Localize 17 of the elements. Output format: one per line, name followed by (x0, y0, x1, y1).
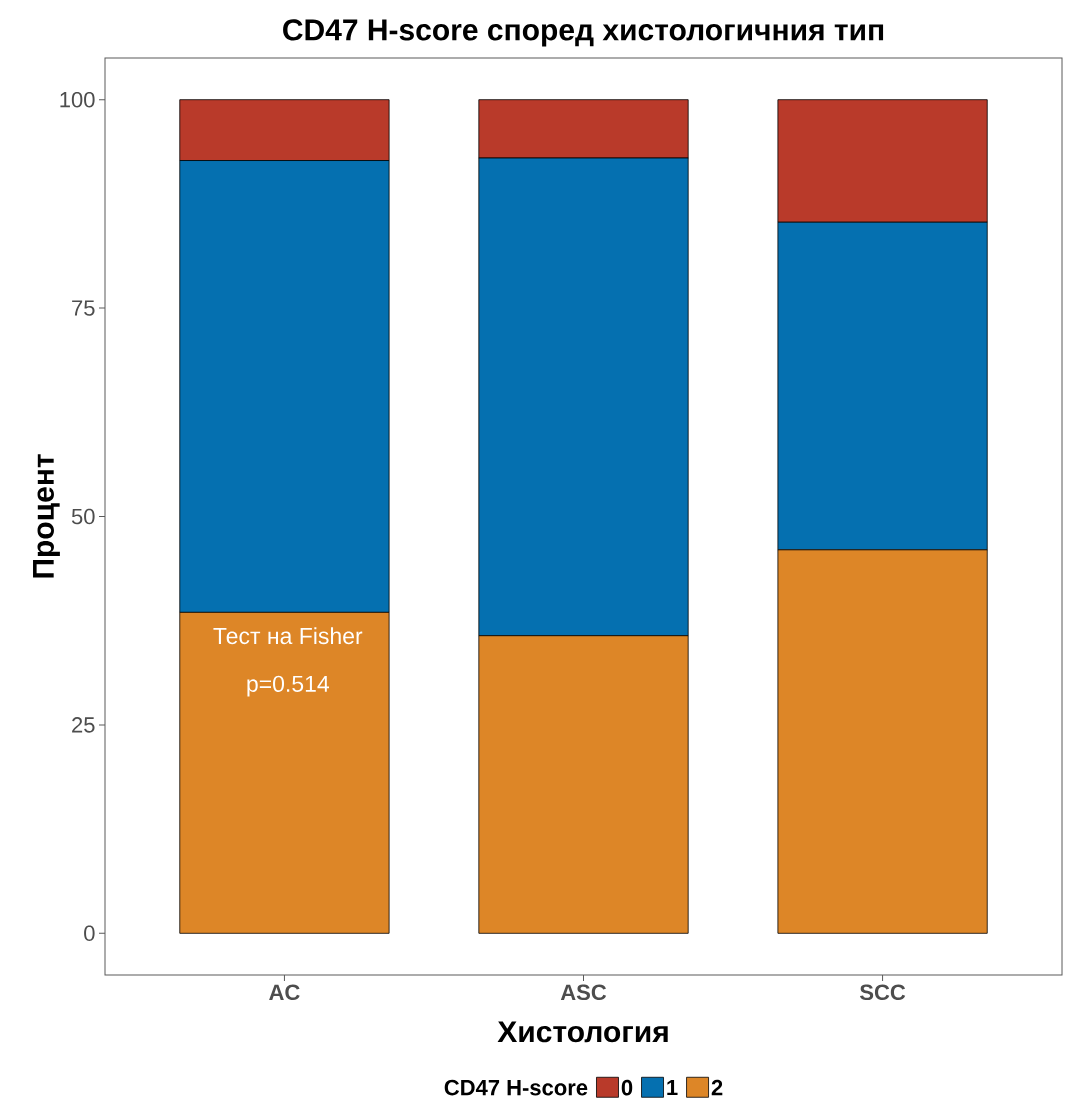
y-axis-title: Процент (33, 454, 60, 578)
y-tick-label: 50 (71, 508, 95, 525)
x-axis-title: Хистология (497, 1021, 668, 1043)
legend-label: 2 (711, 1079, 723, 1096)
legend-label: 0 (621, 1079, 633, 1096)
annotation: p=0.514 (247, 675, 330, 697)
legend-title: CD47 H-score (444, 1079, 588, 1096)
chart-title: CD47 H-score според хистологичния тип (283, 19, 884, 47)
x-tick-label: ASC (560, 984, 607, 1001)
legend-label: 1 (667, 1079, 678, 1096)
y-tick-label: 100 (60, 91, 95, 108)
x-tick-label: SCC (859, 984, 906, 1001)
annotation: Тест на Fisher (213, 627, 363, 645)
y-tick-label: 25 (72, 717, 95, 733)
y-tick-label: 75 (72, 300, 95, 316)
x-tick-label: AC (269, 984, 300, 1001)
y-tick-label: 0 (84, 925, 95, 942)
